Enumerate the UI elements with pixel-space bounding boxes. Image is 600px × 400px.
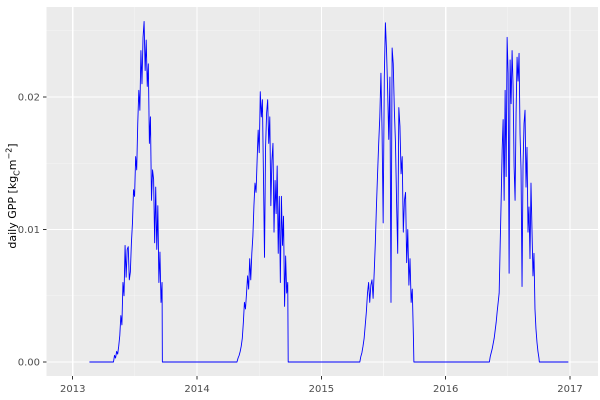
x-tick-label: 2013 — [60, 384, 85, 395]
y-axis-title: daily GPP [kgCm−2] — [5, 143, 22, 248]
x-tick-label: 2016 — [433, 384, 458, 395]
y-axis-title-subscript: C — [12, 170, 22, 176]
y-axis-title-unit: m — [6, 159, 20, 171]
y-tick-label: 0.01 — [18, 225, 40, 236]
panel-background — [46, 7, 598, 376]
y-axis-title-exponent: −2 — [4, 147, 14, 160]
x-tick-label: 2015 — [309, 384, 334, 395]
gpp-line-series — [89, 21, 569, 363]
y-axis-title-bracket: ] — [6, 143, 20, 148]
x-tick-label: 2014 — [184, 384, 209, 395]
y-tick-label: 0.00 — [18, 357, 40, 368]
y-tick-label: 0.02 — [18, 92, 40, 103]
x-tick-label: 2017 — [557, 384, 582, 395]
y-axis-title-text: daily GPP [kg — [6, 175, 20, 249]
